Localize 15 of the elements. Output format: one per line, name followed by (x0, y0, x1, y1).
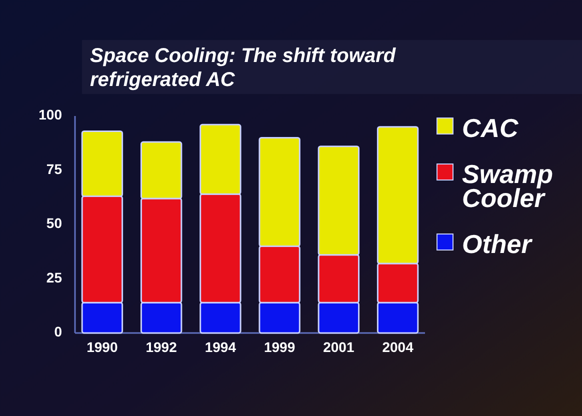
x-tick-label: 1994 (204, 339, 236, 355)
legend-label: CAC (462, 112, 520, 143)
legend-label: Other (462, 228, 534, 259)
legend-label: Swamp Cooler (462, 158, 554, 213)
x-tick-label: 1992 (146, 339, 178, 355)
y-tick-label: 50 (46, 215, 62, 232)
y-tick-label: 0 (54, 324, 62, 340)
y-tick-label: 25 (46, 269, 62, 286)
x-tick-label: 1999 (264, 339, 296, 355)
x-tick-label: 1990 (86, 339, 118, 355)
y-tick-label: 75 (46, 160, 62, 177)
x-tick-label: 2004 (382, 339, 414, 355)
chart-title: Space Cooling: The shift toward refrigerated AC (90, 45, 396, 91)
x-tick-label: 2001 (323, 339, 354, 355)
y-tick-label: 100 (38, 106, 62, 123)
